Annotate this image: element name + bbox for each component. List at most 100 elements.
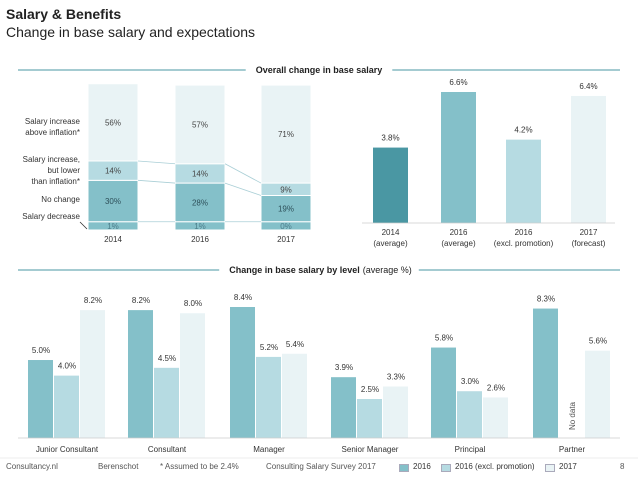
level-bar-label-junior-consultant-2016-excl-promotion: 4.0% [58, 362, 76, 371]
series-label-salary-increase-but-lower-than-inflation: Salary increase, but lower than inflation* [23, 155, 81, 186]
level-bar-label-junior-consultant-2016: 5.0% [32, 346, 50, 355]
level-bar-consultant-2017 [180, 313, 205, 438]
bar-label-2014-salary-increase-above-inflation: 56% [105, 118, 121, 127]
level-bar-label-senior-manager-2016: 3.9% [335, 363, 353, 372]
level-bar-label-junior-consultant-2017: 8.2% [84, 296, 102, 305]
level-bar-junior-consultant-2016 [28, 360, 53, 438]
bar-2017-no-change [260, 195, 312, 223]
bar-label-2017-salary-increase-but-lower-than-inflation: 9% [280, 185, 292, 194]
avg-x-tick-2014-average: 2014 [382, 228, 400, 237]
by-level-title-suffix: (average %) [363, 265, 412, 275]
avg-bar-label-2017-forecast: 6.4% [579, 82, 597, 91]
level-x-tick-partner: Partner [559, 445, 586, 454]
footer-source: Consultancy.nl [6, 462, 58, 471]
avg-bar-2017-forecast [571, 95, 606, 223]
page-title: Salary & Benefits [6, 6, 122, 22]
stack-connector-0-1 [137, 179, 176, 184]
bar-label-2016-salary-increase-above-inflation: 57% [192, 120, 208, 129]
bar-label-2016-salary-decrease: 1% [194, 222, 206, 231]
page-subtitle: Change in base salary and expectations [6, 24, 256, 40]
avg-bar-2016-excl-promotion [506, 139, 541, 223]
avg-x-tick-2016-excl-promotion: 2016 [515, 228, 533, 237]
bar-label-2014-no-change: 30% [105, 197, 121, 206]
level-bar-junior-consultant-2016-excl-promotion [54, 375, 79, 438]
legend-label-2016-excl-promotion: 2016 (excl. promotion) [455, 462, 535, 471]
level-bar-label-principal-2016-excl-promotion: 3.0% [461, 377, 479, 386]
level-bar-manager-2016 [230, 307, 255, 438]
avg-bar-2014-average [373, 147, 408, 223]
level-bar-label-manager-2016: 8.4% [234, 293, 252, 302]
avg-bar-label-2016-average: 6.6% [449, 78, 467, 87]
bar-2016-no-change [174, 182, 226, 223]
level-bar-principal-2017 [483, 397, 508, 438]
level-bar-senior-manager-2016 [331, 377, 356, 438]
level-bar-label-principal-2016: 5.8% [435, 334, 453, 343]
x-tick-2014: 2014 [104, 235, 122, 244]
avg-x-tick-2016-average: 2016 [450, 228, 468, 237]
level-bar-label-consultant-2016: 8.2% [132, 296, 150, 305]
avg-x-tick-sub-2016-average: (average) [441, 239, 476, 248]
footer-note: * Assumed to be 2.4% [160, 462, 239, 471]
level-x-tick-consultant: Consultant [148, 445, 187, 454]
overall-change-title: Overall change in base salary [256, 65, 383, 75]
legend-swatch-2017 [545, 464, 555, 472]
level-bar-label-manager-2017: 5.4% [286, 340, 304, 349]
level-x-tick-principal: Principal [455, 445, 486, 454]
level-bar-principal-2016 [431, 347, 456, 438]
level-bar-principal-2016-excl-promotion [457, 391, 482, 438]
stack-connector-1-1 [224, 182, 262, 196]
x-tick-2017: 2017 [277, 235, 295, 244]
avg-bar-label-2014-average: 3.8% [381, 134, 399, 143]
avg-x-tick-sub-2017-forecast: (forecast) [572, 239, 606, 248]
stack-connector-0-2 [137, 160, 176, 165]
avg-x-tick-sub-2014-average: (average) [373, 239, 408, 248]
level-bar-label-consultant-2016-excl-promotion: 4.5% [158, 354, 176, 363]
level-bar-label-partner-2017: 5.6% [589, 337, 607, 346]
series-label-salary-decrease: Salary decrease [22, 212, 80, 221]
by-level-title: Change in base salary by level [229, 265, 360, 275]
bar-label-2017-no-change: 19% [278, 205, 294, 214]
avg-x-tick-sub-2016-excl-promotion: (excl. promotion) [494, 239, 554, 248]
level-bar-label-partner-2016: 8.3% [537, 295, 555, 304]
level-bar-senior-manager-2017 [383, 386, 408, 438]
level-x-tick-senior-manager: Senior Manager [342, 445, 399, 454]
bar-label-2016-no-change: 28% [192, 198, 208, 207]
bar-label-2014-salary-increase-but-lower-than-inflation: 14% [105, 167, 121, 176]
bar-2017-salary-increase-above-inflation [260, 84, 312, 184]
bar-2014-salary-increase-above-inflation [87, 83, 139, 162]
level-bar-label-senior-manager-2017: 3.3% [387, 373, 405, 382]
stack-connector-1-2 [224, 163, 262, 184]
bar-2016-salary-increase-above-inflation [174, 84, 226, 165]
avg-x-tick-2017-forecast: 2017 [580, 228, 598, 237]
footer-partner: Berenschot [98, 462, 139, 471]
legend-swatch-2016 [399, 464, 409, 472]
level-x-tick-junior-consultant: Junior Consultant [36, 445, 99, 454]
level-bar-consultant-2016 [128, 310, 153, 438]
level-x-tick-manager: Manager [253, 445, 285, 454]
footer-survey: Consulting Salary Survey 2017 [266, 462, 376, 471]
level-bar-manager-2017 [282, 353, 307, 438]
avg-bar-label-2016-excl-promotion: 4.2% [514, 126, 532, 135]
bar-label-2014-salary-decrease: 1% [107, 222, 119, 231]
level-bar-label-senior-manager-2016-excl-promotion: 2.5% [361, 385, 379, 394]
level-bar-consultant-2016-excl-promotion [154, 367, 179, 438]
level-bar-senior-manager-2016-excl-promotion [357, 399, 382, 438]
x-tick-2016: 2016 [191, 235, 209, 244]
level-bar-label-consultant-2017: 8.0% [184, 299, 202, 308]
legend-swatch-2016-excl-promotion [441, 464, 451, 472]
level-bar-label-principal-2017: 2.6% [487, 383, 505, 392]
avg-bar-2016-average [441, 92, 476, 223]
salary-decrease-pointer [79, 221, 88, 230]
level-bar-partner-2016 [533, 308, 558, 438]
legend-label-2017: 2017 [559, 462, 577, 471]
level-bar-label-manager-2016-excl-promotion: 5.2% [260, 343, 278, 352]
bar-label-2017-salary-decrease: 0% [280, 222, 292, 231]
level-bar-partner-2017 [585, 350, 610, 438]
legend-label-2016: 2016 [413, 462, 431, 471]
no-data-label-partner: No data [568, 401, 577, 430]
series-label-salary-increase-above-inflation: Salary increase above inflation* [25, 117, 81, 137]
bar-2014-no-change [87, 179, 139, 223]
bar-label-2017-salary-increase-above-inflation: 71% [278, 130, 294, 139]
level-bar-manager-2016-excl-promotion [256, 356, 281, 438]
